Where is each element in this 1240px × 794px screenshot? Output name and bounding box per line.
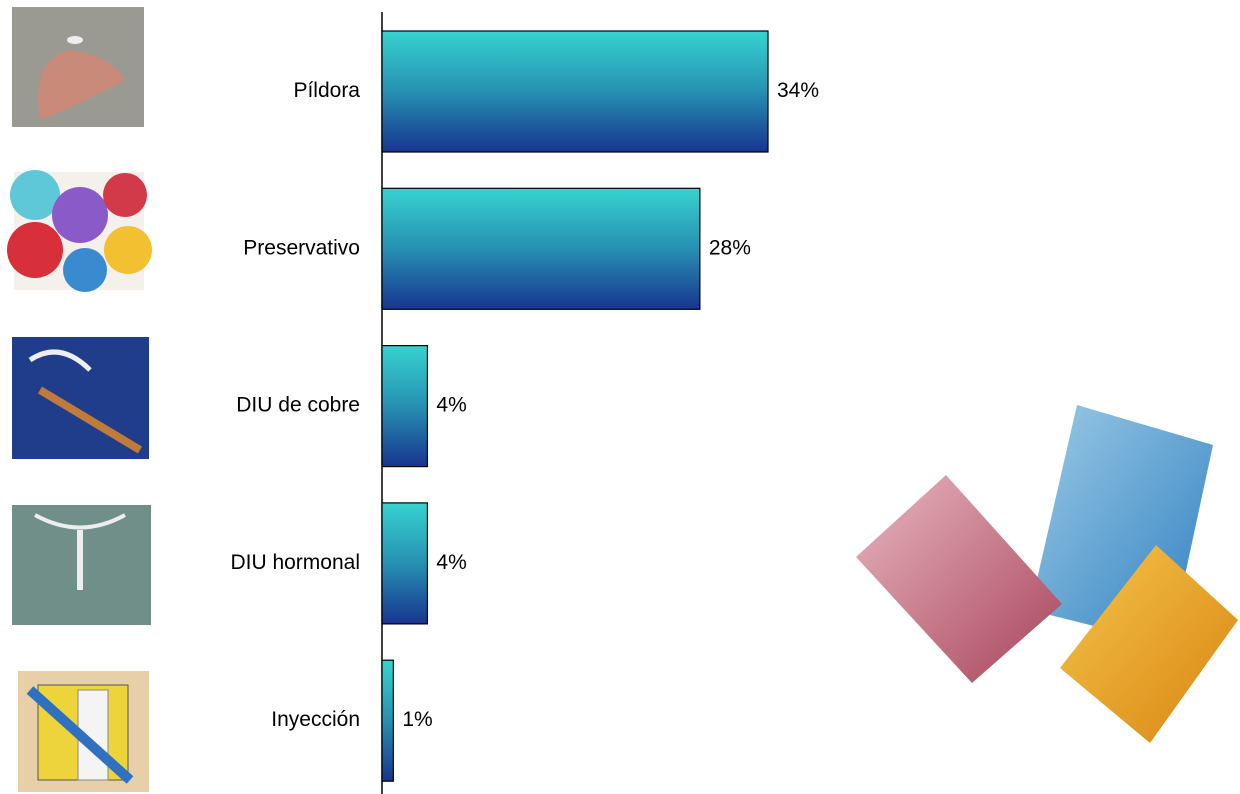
value-label: 4% — [436, 394, 466, 417]
icon-pill — [12, 7, 144, 127]
icon-condom — [7, 170, 152, 292]
bar — [381, 187, 701, 310]
category-label: Píldora — [293, 79, 360, 102]
value-label: 1% — [402, 708, 432, 731]
value-label: 34% — [777, 79, 819, 102]
pill-collage — [856, 405, 1238, 743]
value-label: 28% — [709, 236, 751, 259]
bar — [381, 30, 769, 153]
icon-hormonal-iud — [12, 505, 151, 625]
bar — [381, 659, 394, 782]
bar — [381, 345, 429, 468]
value-label: 4% — [436, 551, 466, 574]
category-label: Preservativo — [243, 236, 360, 259]
icon-copper-iud — [12, 337, 149, 459]
bar — [381, 502, 429, 625]
icon-injection — [18, 671, 149, 792]
category-label: DIU hormonal — [230, 551, 360, 574]
category-label: Inyección — [271, 708, 360, 731]
category-label: DIU de cobre — [236, 394, 360, 417]
